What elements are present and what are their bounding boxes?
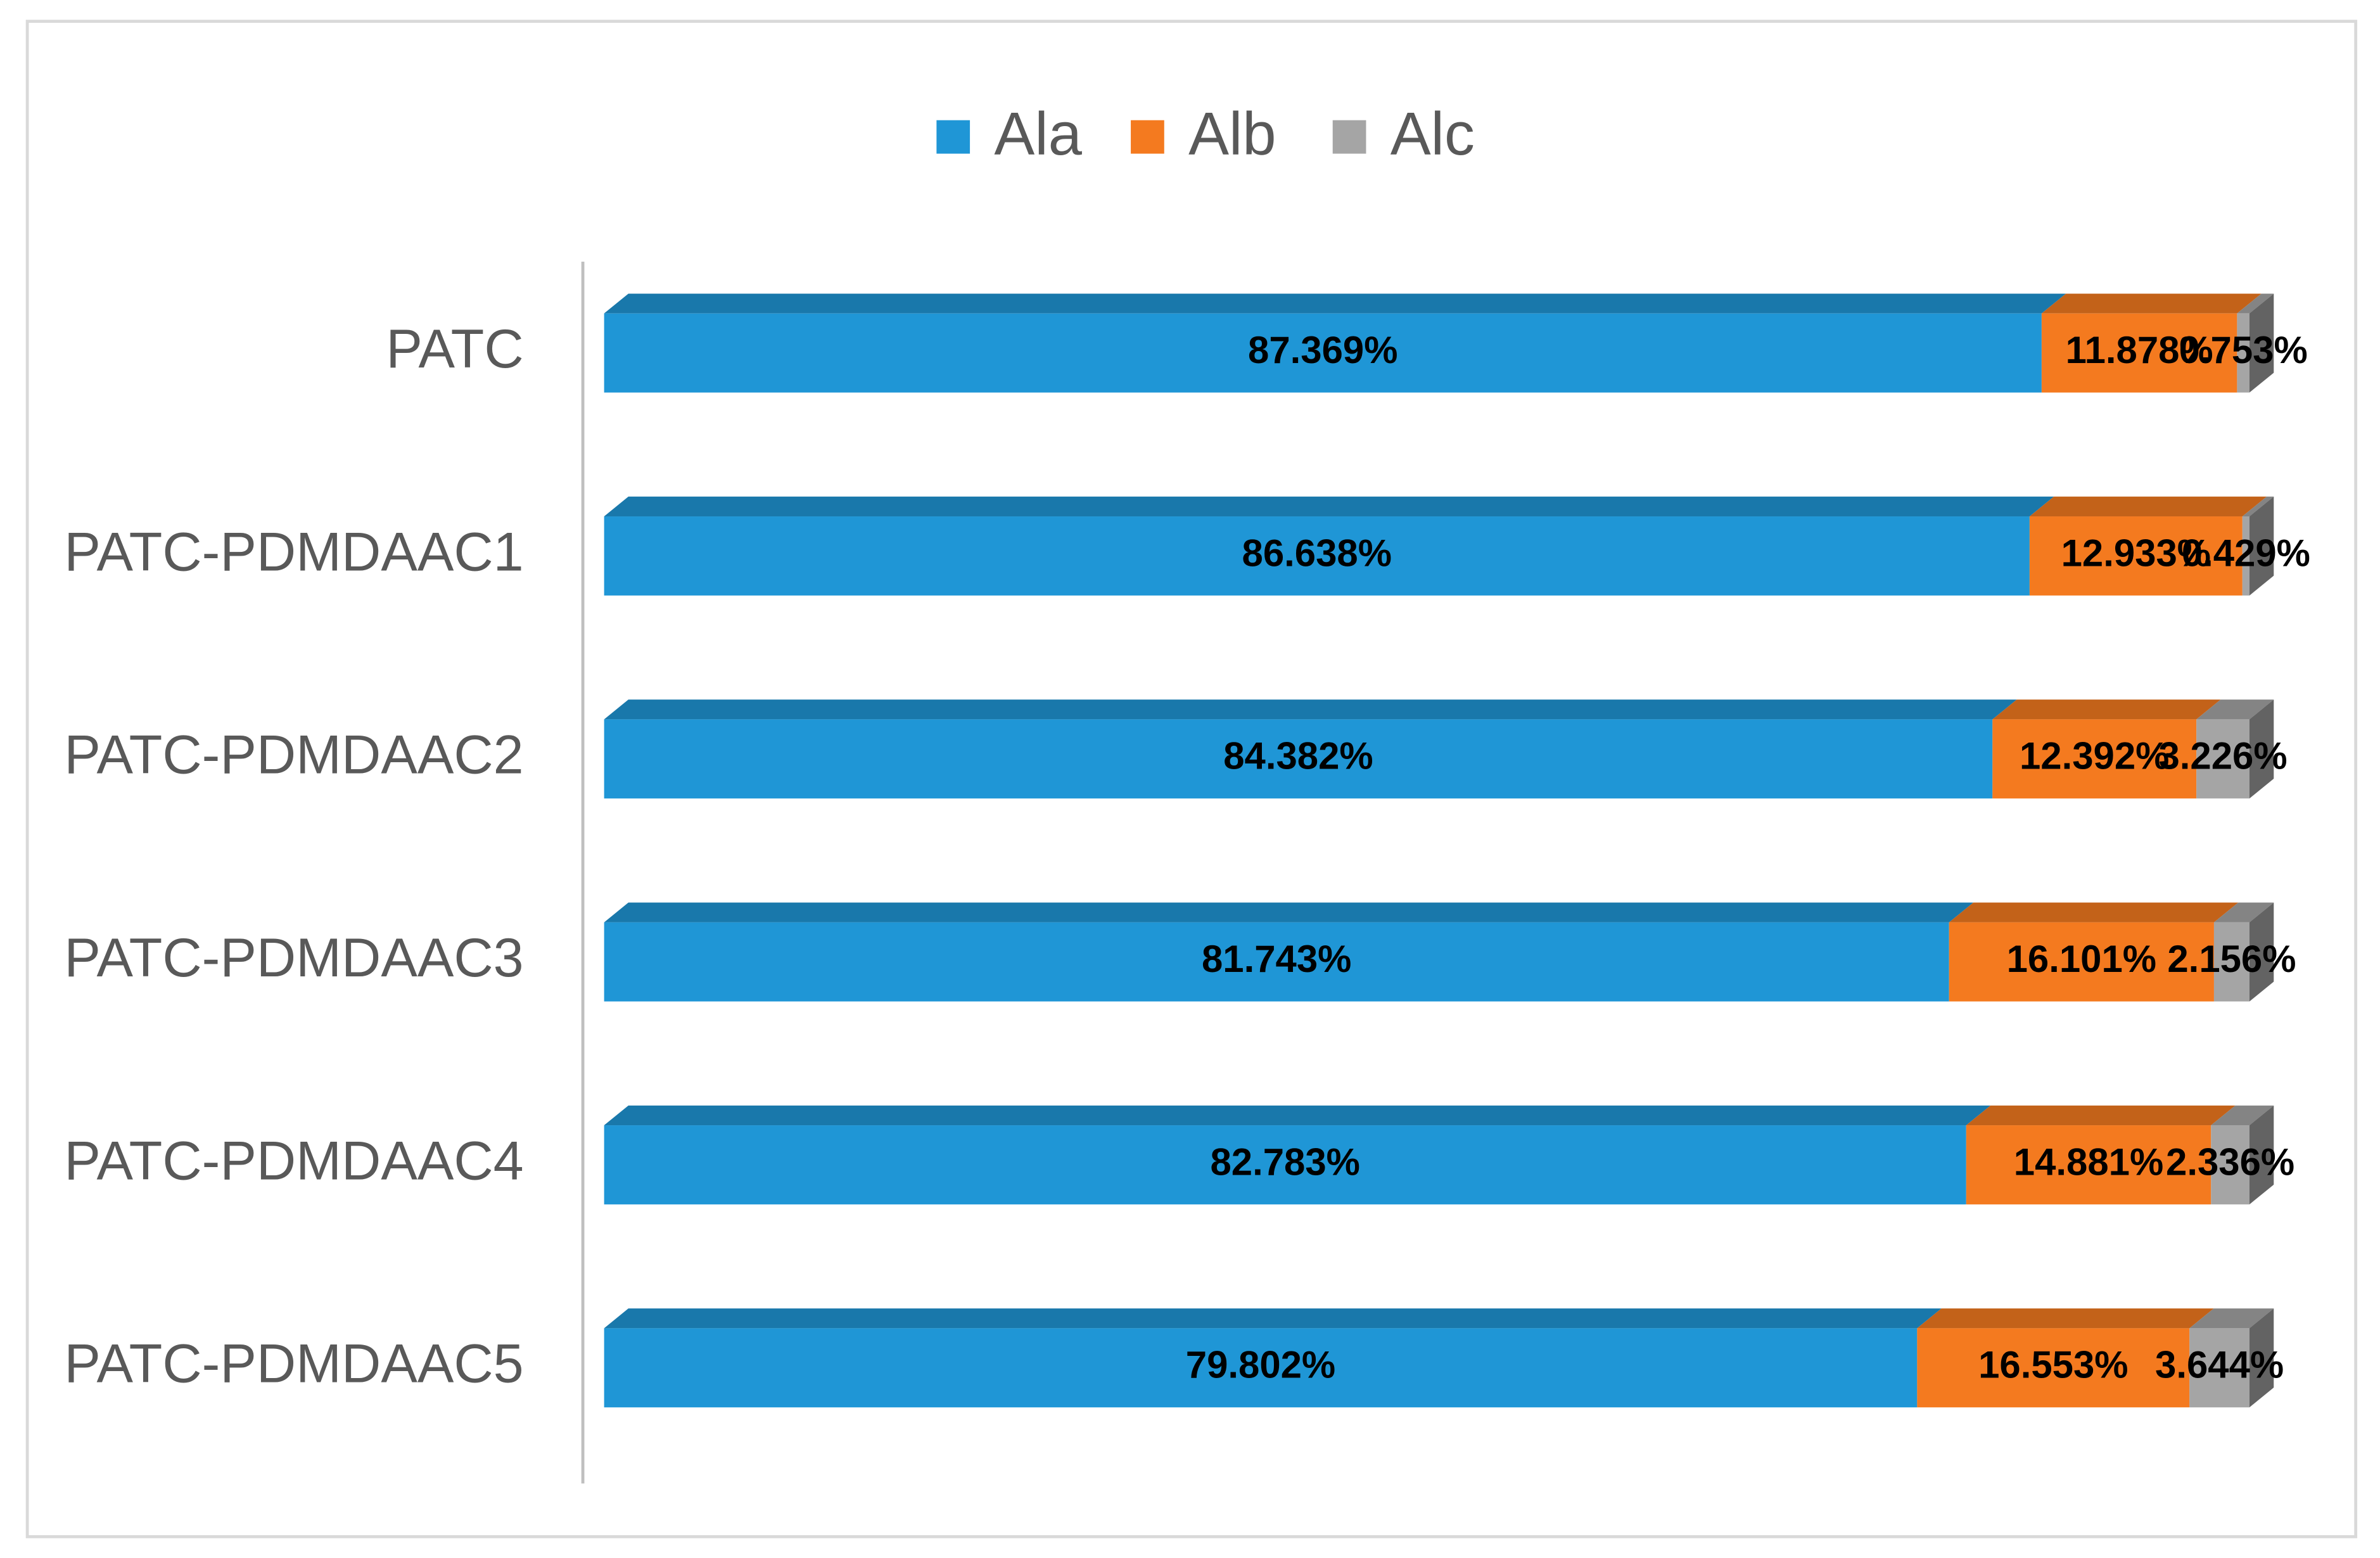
bar-front-face [604,516,2030,596]
category-label: PATC [386,319,523,380]
bar-front-face [604,1328,1918,1408]
bar-top-face [604,699,2017,720]
legend-label: Alc [1390,100,1475,168]
data-label: 82.783% [1210,1140,1359,1183]
bar-side-face [2249,699,2274,799]
category-label: PATC-PDMDAAC4 [64,1130,523,1191]
bar-top-face [604,902,1974,923]
data-label: 11.878% [2066,329,2213,371]
bar-segment [2041,293,2262,393]
bar-segment [604,496,2054,596]
bar-front-face [1966,1125,2211,1204]
bar-side-face [2249,496,2274,596]
bar-front-face [2041,313,2237,393]
bar-top-face [604,293,2066,314]
data-label: 14.881% [2014,1140,2163,1183]
category-label: PATC-PDMDAAC5 [64,1334,523,1395]
bar-top-face [2237,293,2274,314]
bar-segment [604,1105,1991,1204]
legend-label: Ala [994,100,1082,168]
data-label: 87.369% [1248,329,1397,371]
bar-front-face [2189,1328,2250,1408]
bar-segment [604,902,1974,1002]
bar-front-face [1917,1328,2190,1408]
bar-front-face [604,1125,1966,1204]
data-label: 79.802% [1186,1344,1335,1386]
data-label: 0.429% [2182,532,2310,574]
data-label: 12.392% [2020,735,2169,777]
bar-top-face [2029,496,2267,517]
data-label: 2.336% [2166,1140,2294,1183]
bar-segment [604,1308,1942,1408]
bar-segment [2189,1308,2274,1408]
data-label: 2.156% [2167,938,2296,980]
data-label: 0.753% [2179,329,2308,371]
bar-top-face [604,1308,1942,1329]
data-label: 84.382% [1223,735,1373,777]
bar-segment [2029,496,2267,596]
bar-side-face [2249,902,2274,1002]
data-label: 16.553% [1978,1344,2128,1386]
data-label: 3.644% [2155,1344,2284,1386]
legend-item: Alb [1131,100,1276,168]
data-label: 3.226% [2158,735,2287,777]
bar-top-face [604,1105,1991,1126]
bar-top-face [604,496,2054,517]
bar-front-face [604,313,2042,393]
bar-front-face [2211,1125,2250,1204]
category-label: PATC-PDMDAAC3 [64,928,523,988]
bar-segment [1966,1105,2236,1204]
legend-label: Alb [1188,100,1276,168]
legend-swatch [1332,120,1366,154]
bar-top-face [1992,699,2221,720]
bar-front-face [2237,313,2250,393]
data-label: 16.101% [2007,938,2156,980]
bar-front-face [2196,719,2250,799]
bar-front-face [604,922,1949,1002]
category-label: PATC-PDMDAAC2 [64,725,523,786]
bar-front-face [604,719,1993,799]
bar-top-face [2189,1308,2274,1329]
bar-front-face [1949,922,2214,1002]
bar-segment [2237,293,2274,393]
bar-top-face [2041,293,2262,314]
legend-item: Ala [936,100,1083,168]
bar-segment [2213,902,2274,1002]
bar-top-face [2211,1105,2274,1126]
bar-side-face [2249,293,2274,393]
bar-top-face [2242,496,2274,517]
legend-swatch [1131,120,1164,154]
bar-top-face [1917,1308,2214,1329]
bar-segment [1917,1308,2214,1408]
bar-top-face [2213,902,2274,923]
legend-swatch [936,120,970,154]
bar-segment [1949,902,2239,1002]
bar-segment [2242,496,2274,596]
bar-front-face [1992,719,2197,799]
data-label: 81.743% [1202,938,1351,980]
bar-front-face [2213,922,2250,1002]
bar-segment [2211,1105,2274,1204]
bar-segment [1992,699,2221,799]
bar-front-face [2242,516,2250,596]
category-label: PATC-PDMDAAC1 [64,521,523,582]
data-label: 86.638% [1242,532,1392,574]
bar-top-face [1966,1105,2236,1126]
bar-front-face [2029,516,2243,596]
bar-segment [2196,699,2274,799]
legend-item: Alc [1332,100,1475,168]
bar-top-face [2196,699,2274,720]
bar-side-face [2249,1105,2274,1204]
data-label: 12.933% [2061,532,2211,574]
bar-segment [604,293,2066,393]
bar-top-face [1949,902,2239,923]
bar-side-face [2249,1308,2274,1408]
bar-segment [604,699,2017,799]
